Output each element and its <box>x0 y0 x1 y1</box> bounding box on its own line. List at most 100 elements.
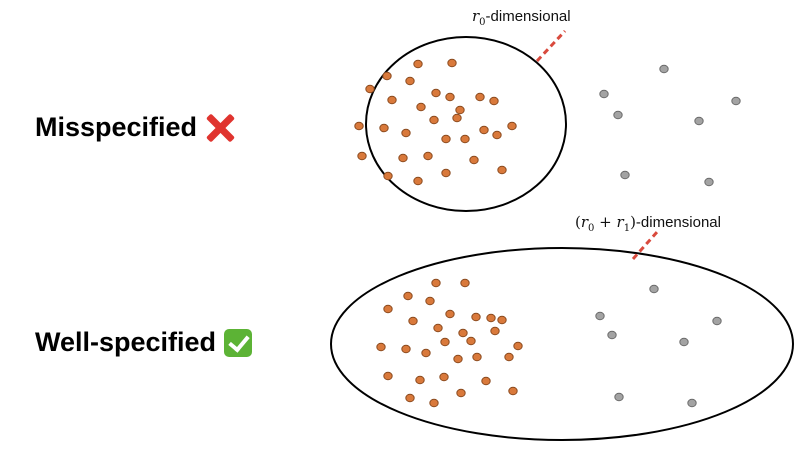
bottom-orange-point-5 <box>383 304 393 314</box>
bottom-dimension-var0: r <box>580 213 589 231</box>
top-orange-point-9 <box>475 92 485 102</box>
bottom-dimension-sub0: 0 <box>588 223 595 234</box>
top-orange-point-8 <box>445 92 455 102</box>
top-orange-point-4 <box>365 84 375 94</box>
top-dimension-var: r <box>472 7 480 25</box>
top-orange-point-20 <box>357 151 367 161</box>
top-gray-point-4 <box>613 110 623 120</box>
bottom-gray-point-5 <box>679 337 689 347</box>
top-ellipse <box>365 36 567 212</box>
misspecified-label: Misspecified <box>35 112 235 143</box>
bottom-orange-point-23 <box>453 354 463 364</box>
top-orange-point-6 <box>431 88 441 98</box>
top-orange-point-3 <box>382 71 392 81</box>
check-mark-icon <box>224 328 253 357</box>
bottom-gray-point-4 <box>607 330 617 340</box>
bottom-orange-point-10 <box>458 328 468 338</box>
top-orange-point-18 <box>479 125 489 135</box>
bottom-orange-point-11 <box>486 313 496 323</box>
bottom-dimension-plus: + <box>594 213 617 231</box>
top-orange-point-28 <box>441 168 451 178</box>
bottom-orange-point-12 <box>497 315 507 325</box>
bottom-orange-point-7 <box>471 312 481 322</box>
bottom-dimension-suffix: -dimensional <box>635 214 721 231</box>
bottom-orange-point-1 <box>431 278 441 288</box>
top-dimension-dash <box>535 29 567 63</box>
bottom-orange-point-6 <box>445 309 455 319</box>
bottom-gray-point-2 <box>595 311 605 321</box>
bottom-orange-point-22 <box>439 372 449 382</box>
top-orange-point-15 <box>401 128 411 138</box>
bottom-orange-point-8 <box>408 316 418 326</box>
top-orange-point-17 <box>452 113 462 123</box>
well-specified-text: Well-specified <box>35 327 217 357</box>
misspecified-text: Misspecified <box>35 112 198 142</box>
bottom-orange-point-4 <box>425 296 435 306</box>
cross-mark-icon <box>205 113 235 143</box>
top-dimension-sub: 0 <box>479 17 486 28</box>
bottom-dimension-var1: r <box>616 213 624 231</box>
top-orange-point-24 <box>460 134 470 144</box>
top-gray-point-5 <box>694 116 704 126</box>
bottom-orange-point-29 <box>481 376 491 386</box>
top-orange-point-16 <box>429 115 439 125</box>
bottom-orange-point-15 <box>421 348 431 358</box>
bottom-orange-point-9 <box>433 323 443 333</box>
top-orange-point-13 <box>354 121 364 131</box>
bottom-orange-point-3 <box>403 291 413 301</box>
bottom-orange-point-16 <box>440 337 450 347</box>
bottom-orange-point-28 <box>456 388 466 398</box>
top-orange-point-7 <box>387 95 397 105</box>
top-orange-point-22 <box>423 151 433 161</box>
top-orange-point-1 <box>413 59 423 69</box>
bottom-orange-point-14 <box>401 344 411 354</box>
top-dimension-label: r0-dimensional <box>472 7 571 28</box>
top-orange-point-30 <box>497 165 507 175</box>
bottom-gray-point-6 <box>614 392 624 402</box>
well-specified-label: Well-specified <box>35 327 253 358</box>
bottom-dimension-close: ) <box>630 213 636 231</box>
top-orange-point-2 <box>447 58 457 68</box>
top-orange-point-21 <box>398 153 408 163</box>
top-orange-point-14 <box>379 123 389 133</box>
bottom-ellipse <box>330 247 794 441</box>
top-orange-point-26 <box>383 171 393 181</box>
top-orange-point-5 <box>405 76 415 86</box>
bottom-orange-point-24 <box>472 352 482 362</box>
top-orange-point-23 <box>441 134 451 144</box>
bottom-orange-point-18 <box>490 326 500 336</box>
bottom-dimension-open: ( <box>575 213 581 231</box>
bottom-dimension-sub1: 1 <box>623 223 631 234</box>
bottom-gray-point-7 <box>687 398 697 408</box>
bottom-orange-point-26 <box>405 393 415 403</box>
bottom-orange-point-20 <box>383 371 393 381</box>
bottom-orange-point-13 <box>376 342 386 352</box>
bottom-gray-point-1 <box>649 284 659 294</box>
top-orange-point-11 <box>416 102 426 112</box>
bottom-dimension-dash <box>631 231 659 260</box>
top-orange-point-29 <box>469 155 479 165</box>
top-gray-point-1 <box>659 64 669 74</box>
points-layer <box>354 58 741 408</box>
bottom-orange-point-2 <box>460 278 470 288</box>
top-orange-point-10 <box>489 96 499 106</box>
bottom-dimension-label: (r0 + r1)-dimensional <box>575 213 721 234</box>
bottom-orange-point-30 <box>508 386 518 396</box>
bottom-orange-point-21 <box>415 375 425 385</box>
top-gray-point-3 <box>731 96 741 106</box>
bottom-orange-point-17 <box>466 336 476 346</box>
bottom-orange-point-19 <box>513 341 523 351</box>
bottom-gray-point-3 <box>712 316 722 326</box>
top-gray-point-7 <box>704 177 714 187</box>
top-gray-point-2 <box>599 89 609 99</box>
top-gray-point-6 <box>620 170 630 180</box>
bottom-orange-point-27 <box>429 398 439 408</box>
top-dimension-suffix: -dimensional <box>485 8 571 25</box>
top-orange-point-12 <box>455 105 465 115</box>
bottom-orange-point-25 <box>504 352 514 362</box>
top-orange-point-19 <box>507 121 517 131</box>
top-orange-point-25 <box>492 130 502 140</box>
top-orange-point-27 <box>413 176 423 186</box>
